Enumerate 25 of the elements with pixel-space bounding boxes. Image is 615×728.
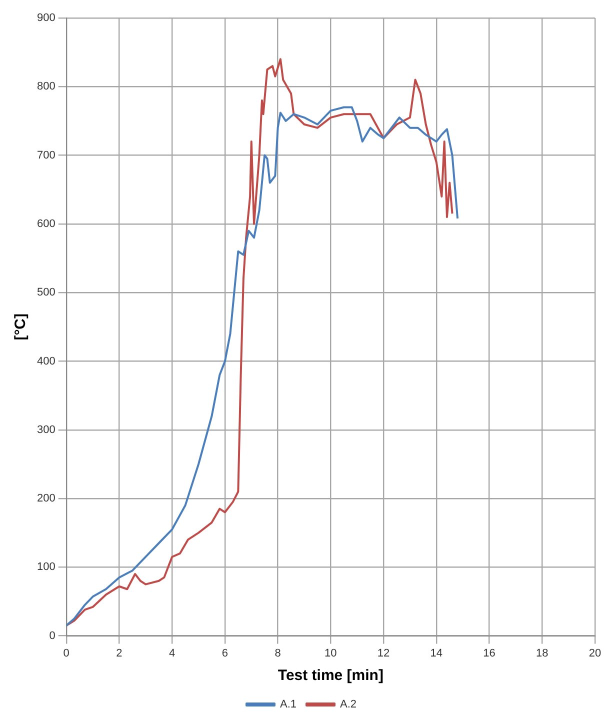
y-tick-label: 200 — [36, 492, 56, 505]
x-tick-label: 12 — [377, 647, 390, 660]
x-tick-label: 18 — [536, 647, 548, 660]
y-tick-label: 600 — [36, 218, 56, 230]
x-tick-label: 14 — [430, 647, 443, 660]
y-tick-label: 300 — [36, 424, 56, 436]
y-tick-label: 0 — [49, 630, 56, 642]
x-tick-label: 16 — [483, 647, 496, 660]
legend-label: A.2 — [340, 698, 357, 711]
y-tick-label: 800 — [36, 80, 56, 93]
y-tick-label: 400 — [36, 355, 56, 368]
y-tick-label: 900 — [36, 12, 56, 24]
x-tick-label: 10 — [324, 647, 337, 660]
legend-label: A.1 — [280, 698, 297, 711]
x-tick-label: 6 — [222, 647, 228, 660]
x-tick-label: 0 — [63, 647, 70, 660]
x-axis-title: Test time [min] — [278, 667, 384, 684]
y-tick-label: 100 — [36, 561, 56, 574]
x-tick-label: 8 — [274, 647, 281, 660]
y-tick-label: 700 — [36, 149, 56, 162]
x-tick-label: 4 — [169, 647, 176, 660]
y-tick-label: 500 — [36, 286, 56, 299]
x-tick-label: 2 — [116, 647, 122, 660]
x-tick-label: 20 — [588, 647, 602, 660]
y-axis-title: [°C] — [12, 313, 30, 340]
